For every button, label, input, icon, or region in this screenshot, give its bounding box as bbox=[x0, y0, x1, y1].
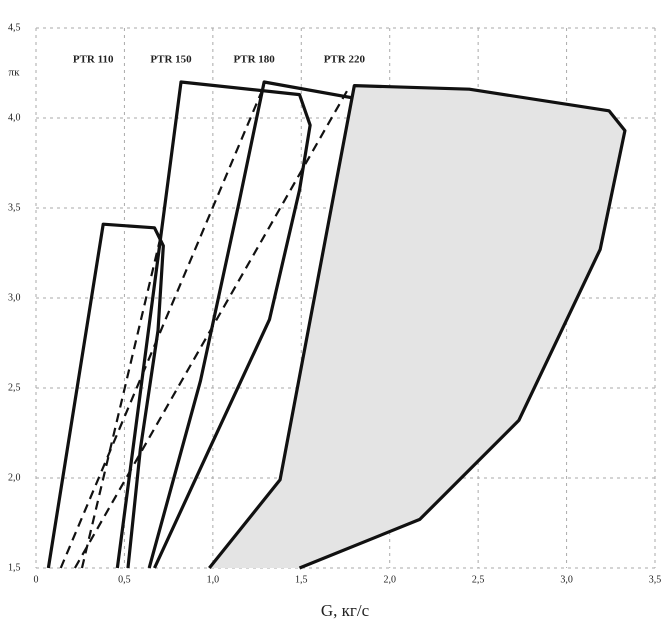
series-label: PTR 110 bbox=[73, 54, 114, 66]
envelope bbox=[115, 80, 312, 569]
x-tick-label: 2,0 bbox=[383, 574, 396, 585]
x-axis-label: G, кг/с bbox=[321, 601, 370, 620]
series-label: PTR 220 bbox=[324, 54, 366, 66]
x-tick-label: 2,5 bbox=[472, 574, 485, 585]
dashed-line bbox=[59, 85, 266, 569]
y-tick-label: 2,0 bbox=[8, 472, 21, 483]
series-label: PTR 180 bbox=[234, 54, 276, 66]
y-tick-label: 3,0 bbox=[8, 292, 21, 303]
series-label: PTR 150 bbox=[150, 54, 192, 66]
dashed-line bbox=[80, 240, 161, 569]
y-tick-label: 1,5 bbox=[8, 562, 21, 573]
y-tick-label: 2,5 bbox=[8, 382, 21, 393]
x-tick-label: 3,5 bbox=[649, 574, 662, 585]
y-tick-label: 4,0 bbox=[8, 112, 21, 123]
x-tick-label: 0 bbox=[34, 574, 39, 585]
x-tick-label: 1,5 bbox=[295, 574, 308, 585]
x-tick-label: 3,0 bbox=[560, 574, 573, 585]
y-axis-label: πк bbox=[9, 67, 21, 79]
y-tick-label: 3,5 bbox=[8, 202, 21, 213]
envelope bbox=[208, 84, 627, 570]
dashed-line bbox=[73, 86, 350, 569]
envelope bbox=[46, 222, 165, 569]
x-tick-label: 1,0 bbox=[207, 574, 220, 585]
y-tick-label: 4,5 bbox=[8, 22, 21, 33]
x-tick-label: 0,5 bbox=[118, 574, 131, 585]
